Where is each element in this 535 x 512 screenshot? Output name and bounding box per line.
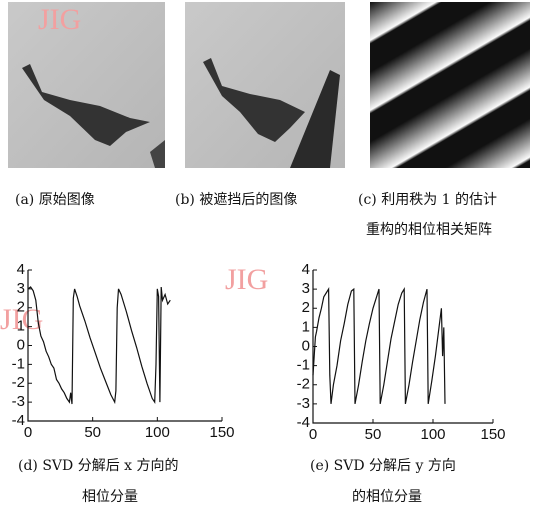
caption: (d) SVD 分解后 x 方向的: [18, 458, 179, 474]
y-tick-label: 1: [17, 318, 25, 335]
caption: (b) 被遮挡后的图像: [175, 192, 297, 208]
x-tick-label: 100: [420, 426, 445, 443]
image-c: [370, 2, 530, 168]
y-tick-label: 2: [302, 299, 310, 316]
y-tick-label: 3: [17, 280, 25, 297]
axes: [28, 270, 222, 421]
y-tick-label: 4: [302, 261, 310, 278]
y-tick-label: 4: [17, 261, 25, 278]
figure: JIG JIG JIG (a) 原始图像(b) 被遮挡后的图像(c) 利用秩为 …: [0, 0, 535, 508]
y-tick-label: -2: [297, 376, 310, 393]
x-tick-label: 0: [24, 424, 32, 441]
x-tick-label: 150: [480, 426, 505, 443]
caption: (c) 利用秩为 1 的估计: [358, 192, 497, 208]
phase-line: [313, 289, 445, 404]
caption: 的相位分量: [352, 489, 422, 505]
y-tick-label: 0: [302, 337, 310, 354]
y-tick-label: 3: [302, 280, 310, 297]
y-tick-label: 2: [17, 299, 25, 316]
image-a: [8, 2, 165, 168]
x-tick-label: 0: [309, 426, 317, 443]
y-tick-label: -1: [297, 357, 310, 374]
x-tick-label: 50: [84, 424, 101, 441]
caption: (e) SVD 分解后 y 方向: [310, 458, 456, 474]
watermark: JIG: [225, 263, 268, 296]
y-tick-label: -3: [12, 393, 25, 410]
y-tick-label: -2: [12, 374, 25, 391]
watermark: JIG: [38, 3, 81, 36]
caption: (a) 原始图像: [15, 192, 95, 208]
image-b: [185, 2, 345, 168]
x-tick-label: 150: [209, 424, 234, 441]
caption: 重构的相位相关矩阵: [366, 222, 492, 238]
y-tick-label: 0: [17, 336, 25, 353]
caption: 相位分量: [82, 489, 138, 505]
x-tick-label: 50: [365, 426, 382, 443]
phase-line: [28, 287, 170, 404]
y-tick-label: 1: [302, 318, 310, 335]
y-tick-label: -1: [12, 355, 25, 372]
y-tick-label: -3: [297, 395, 310, 412]
x-tick-label: 100: [145, 424, 170, 441]
